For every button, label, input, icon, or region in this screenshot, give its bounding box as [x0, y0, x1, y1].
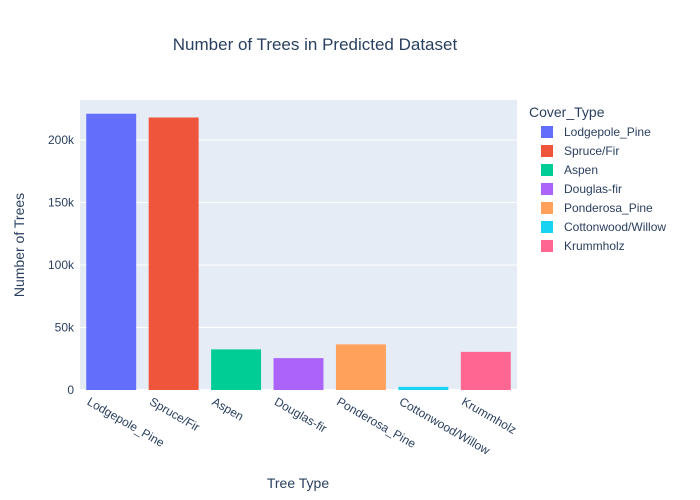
bar[interactable] [273, 358, 324, 390]
y-axis-ticks: 0 50k 100k 150k 200k [48, 133, 75, 397]
y-tick-label: 0 [67, 383, 74, 397]
legend-entry-label[interactable]: Douglas-fir [564, 182, 622, 196]
bars [86, 113, 511, 391]
legend-entry-label[interactable]: Ponderosa_Pine [564, 201, 653, 215]
legend-swatch[interactable] [541, 164, 553, 176]
legend-swatch[interactable] [541, 183, 553, 195]
x-axis-title: Tree Type [267, 475, 329, 491]
bar[interactable] [335, 344, 386, 390]
legend: Cover_Type Lodgepole_Pine Spruce/Fir Aspen… [529, 104, 666, 253]
legend-title: Cover_Type [529, 104, 605, 120]
y-tick-label: 200k [48, 133, 75, 147]
legend-swatch[interactable] [541, 126, 553, 138]
y-tick-label: 150k [48, 196, 75, 210]
bar[interactable] [460, 351, 511, 390]
y-tick-label: 100k [48, 258, 75, 272]
legend-swatch[interactable] [541, 240, 553, 252]
y-tick-label: 50k [55, 321, 75, 335]
legend-swatch[interactable] [541, 202, 553, 214]
bar[interactable] [148, 117, 199, 391]
legend-entry-label[interactable]: Aspen [564, 163, 598, 177]
legend-swatch[interactable] [541, 221, 553, 233]
legend-swatch[interactable] [541, 145, 553, 157]
legend-entry-label[interactable]: Cottonwood/Willow [564, 220, 666, 234]
bar[interactable] [86, 113, 137, 390]
bar[interactable] [398, 386, 449, 390]
legend-entry-label[interactable]: Krummholz [564, 239, 625, 253]
chart-title: Number of Trees in Predicted Dataset [173, 35, 458, 54]
legend-entry-label[interactable]: Lodgepole_Pine [564, 125, 651, 139]
y-axis-title: Number of Trees [11, 193, 27, 297]
legend-entry-label[interactable]: Spruce/Fir [564, 144, 619, 158]
bar[interactable] [211, 349, 262, 390]
plot-area [80, 100, 517, 390]
